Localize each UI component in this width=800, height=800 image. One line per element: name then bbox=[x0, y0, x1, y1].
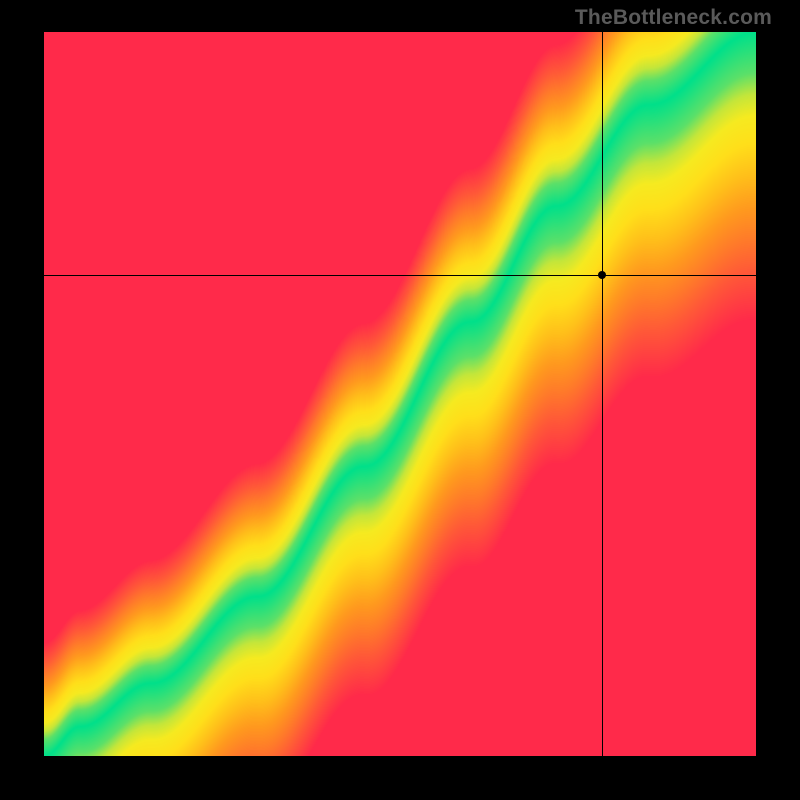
crosshair-horizontal-line bbox=[44, 275, 756, 276]
bottleneck-heatmap bbox=[44, 32, 756, 756]
watermark-text: TheBottleneck.com bbox=[575, 6, 772, 30]
plot-area bbox=[44, 32, 756, 756]
crosshair-marker-dot bbox=[598, 271, 606, 279]
crosshair-vertical-line bbox=[602, 32, 603, 756]
